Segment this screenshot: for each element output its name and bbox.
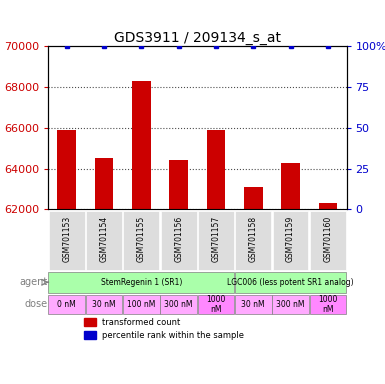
FancyBboxPatch shape bbox=[161, 295, 197, 314]
Bar bbox=[84, 331, 96, 339]
FancyBboxPatch shape bbox=[273, 211, 308, 270]
Text: 30 nM: 30 nM bbox=[241, 300, 265, 309]
FancyBboxPatch shape bbox=[272, 295, 309, 314]
Text: LGC006 (less potent SR1 analog): LGC006 (less potent SR1 analog) bbox=[227, 278, 354, 287]
FancyBboxPatch shape bbox=[86, 211, 122, 270]
Text: agent: agent bbox=[19, 277, 47, 287]
FancyBboxPatch shape bbox=[86, 295, 122, 314]
FancyBboxPatch shape bbox=[310, 295, 346, 314]
Bar bbox=[132, 81, 151, 384]
Text: 1000
nM: 1000 nM bbox=[206, 295, 226, 314]
FancyBboxPatch shape bbox=[235, 272, 346, 293]
FancyBboxPatch shape bbox=[198, 295, 234, 314]
Text: dose: dose bbox=[24, 300, 47, 310]
Text: percentile rank within the sample: percentile rank within the sample bbox=[102, 331, 244, 341]
Text: GSM701155: GSM701155 bbox=[137, 216, 146, 262]
Text: GSM701154: GSM701154 bbox=[100, 216, 109, 262]
Text: GSM701158: GSM701158 bbox=[249, 216, 258, 262]
FancyBboxPatch shape bbox=[123, 295, 160, 314]
Text: 1000
nM: 1000 nM bbox=[318, 295, 338, 314]
Text: 300 nM: 300 nM bbox=[164, 300, 193, 309]
FancyBboxPatch shape bbox=[49, 211, 85, 270]
Bar bbox=[84, 318, 96, 326]
Bar bbox=[169, 161, 188, 384]
Text: GSM701156: GSM701156 bbox=[174, 216, 183, 262]
Title: GDS3911 / 209134_s_at: GDS3911 / 209134_s_at bbox=[114, 31, 281, 45]
Text: 300 nM: 300 nM bbox=[276, 300, 305, 309]
Bar bbox=[244, 187, 263, 384]
FancyBboxPatch shape bbox=[198, 211, 234, 270]
Text: transformed count: transformed count bbox=[102, 318, 180, 327]
FancyBboxPatch shape bbox=[124, 211, 159, 270]
FancyBboxPatch shape bbox=[235, 295, 271, 314]
Bar bbox=[318, 204, 337, 384]
Text: GSM701157: GSM701157 bbox=[211, 216, 221, 262]
Bar bbox=[95, 159, 114, 384]
FancyBboxPatch shape bbox=[49, 272, 234, 293]
Bar bbox=[57, 130, 76, 384]
Text: 100 nM: 100 nM bbox=[127, 300, 156, 309]
Text: StemRegenin 1 (SR1): StemRegenin 1 (SR1) bbox=[101, 278, 182, 287]
FancyBboxPatch shape bbox=[310, 211, 346, 270]
Text: GSM701153: GSM701153 bbox=[62, 216, 71, 262]
FancyBboxPatch shape bbox=[161, 211, 197, 270]
Text: GSM701160: GSM701160 bbox=[323, 216, 332, 262]
Bar bbox=[207, 130, 225, 384]
Text: 30 nM: 30 nM bbox=[92, 300, 116, 309]
FancyBboxPatch shape bbox=[235, 211, 271, 270]
Text: 0 nM: 0 nM bbox=[57, 300, 76, 309]
Bar bbox=[281, 162, 300, 384]
Text: GSM701159: GSM701159 bbox=[286, 216, 295, 262]
FancyBboxPatch shape bbox=[49, 295, 85, 314]
